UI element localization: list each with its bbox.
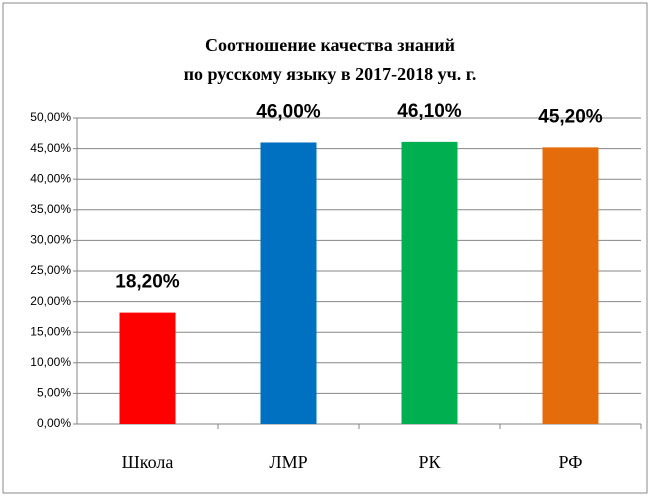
- bar: [260, 142, 317, 425]
- x-tick-label: Школа: [122, 452, 174, 472]
- y-tick-label: 0,00%: [37, 416, 71, 430]
- y-tick-label: 25,00%: [30, 263, 71, 277]
- x-tick-label: РФ: [559, 452, 583, 472]
- y-tick-label: 20,00%: [30, 294, 71, 308]
- y-tick-label: 5,00%: [37, 386, 71, 400]
- y-tick-label: 50,00%: [30, 110, 71, 124]
- y-tick-label: 30,00%: [30, 233, 71, 247]
- bar: [119, 312, 176, 424]
- bar: [401, 141, 458, 425]
- value-label: 46,10%: [397, 101, 462, 122]
- x-tick-label: РК: [418, 452, 441, 472]
- y-tick-label: 45,00%: [30, 141, 71, 155]
- value-label: 46,00%: [256, 101, 321, 122]
- chart-title: Соотношение качества знаний: [205, 35, 455, 55]
- value-label: 45,20%: [538, 106, 603, 127]
- value-label: 18,20%: [115, 272, 180, 293]
- bar: [542, 147, 599, 424]
- y-tick-label: 10,00%: [30, 355, 71, 369]
- chart-title: по русскому языку в 2017-2018 уч. г.: [184, 64, 477, 84]
- x-tick-label: ЛМР: [269, 452, 307, 472]
- y-tick-label: 15,00%: [30, 324, 71, 338]
- y-tick-label: 35,00%: [30, 202, 71, 216]
- y-tick-label: 40,00%: [30, 171, 71, 185]
